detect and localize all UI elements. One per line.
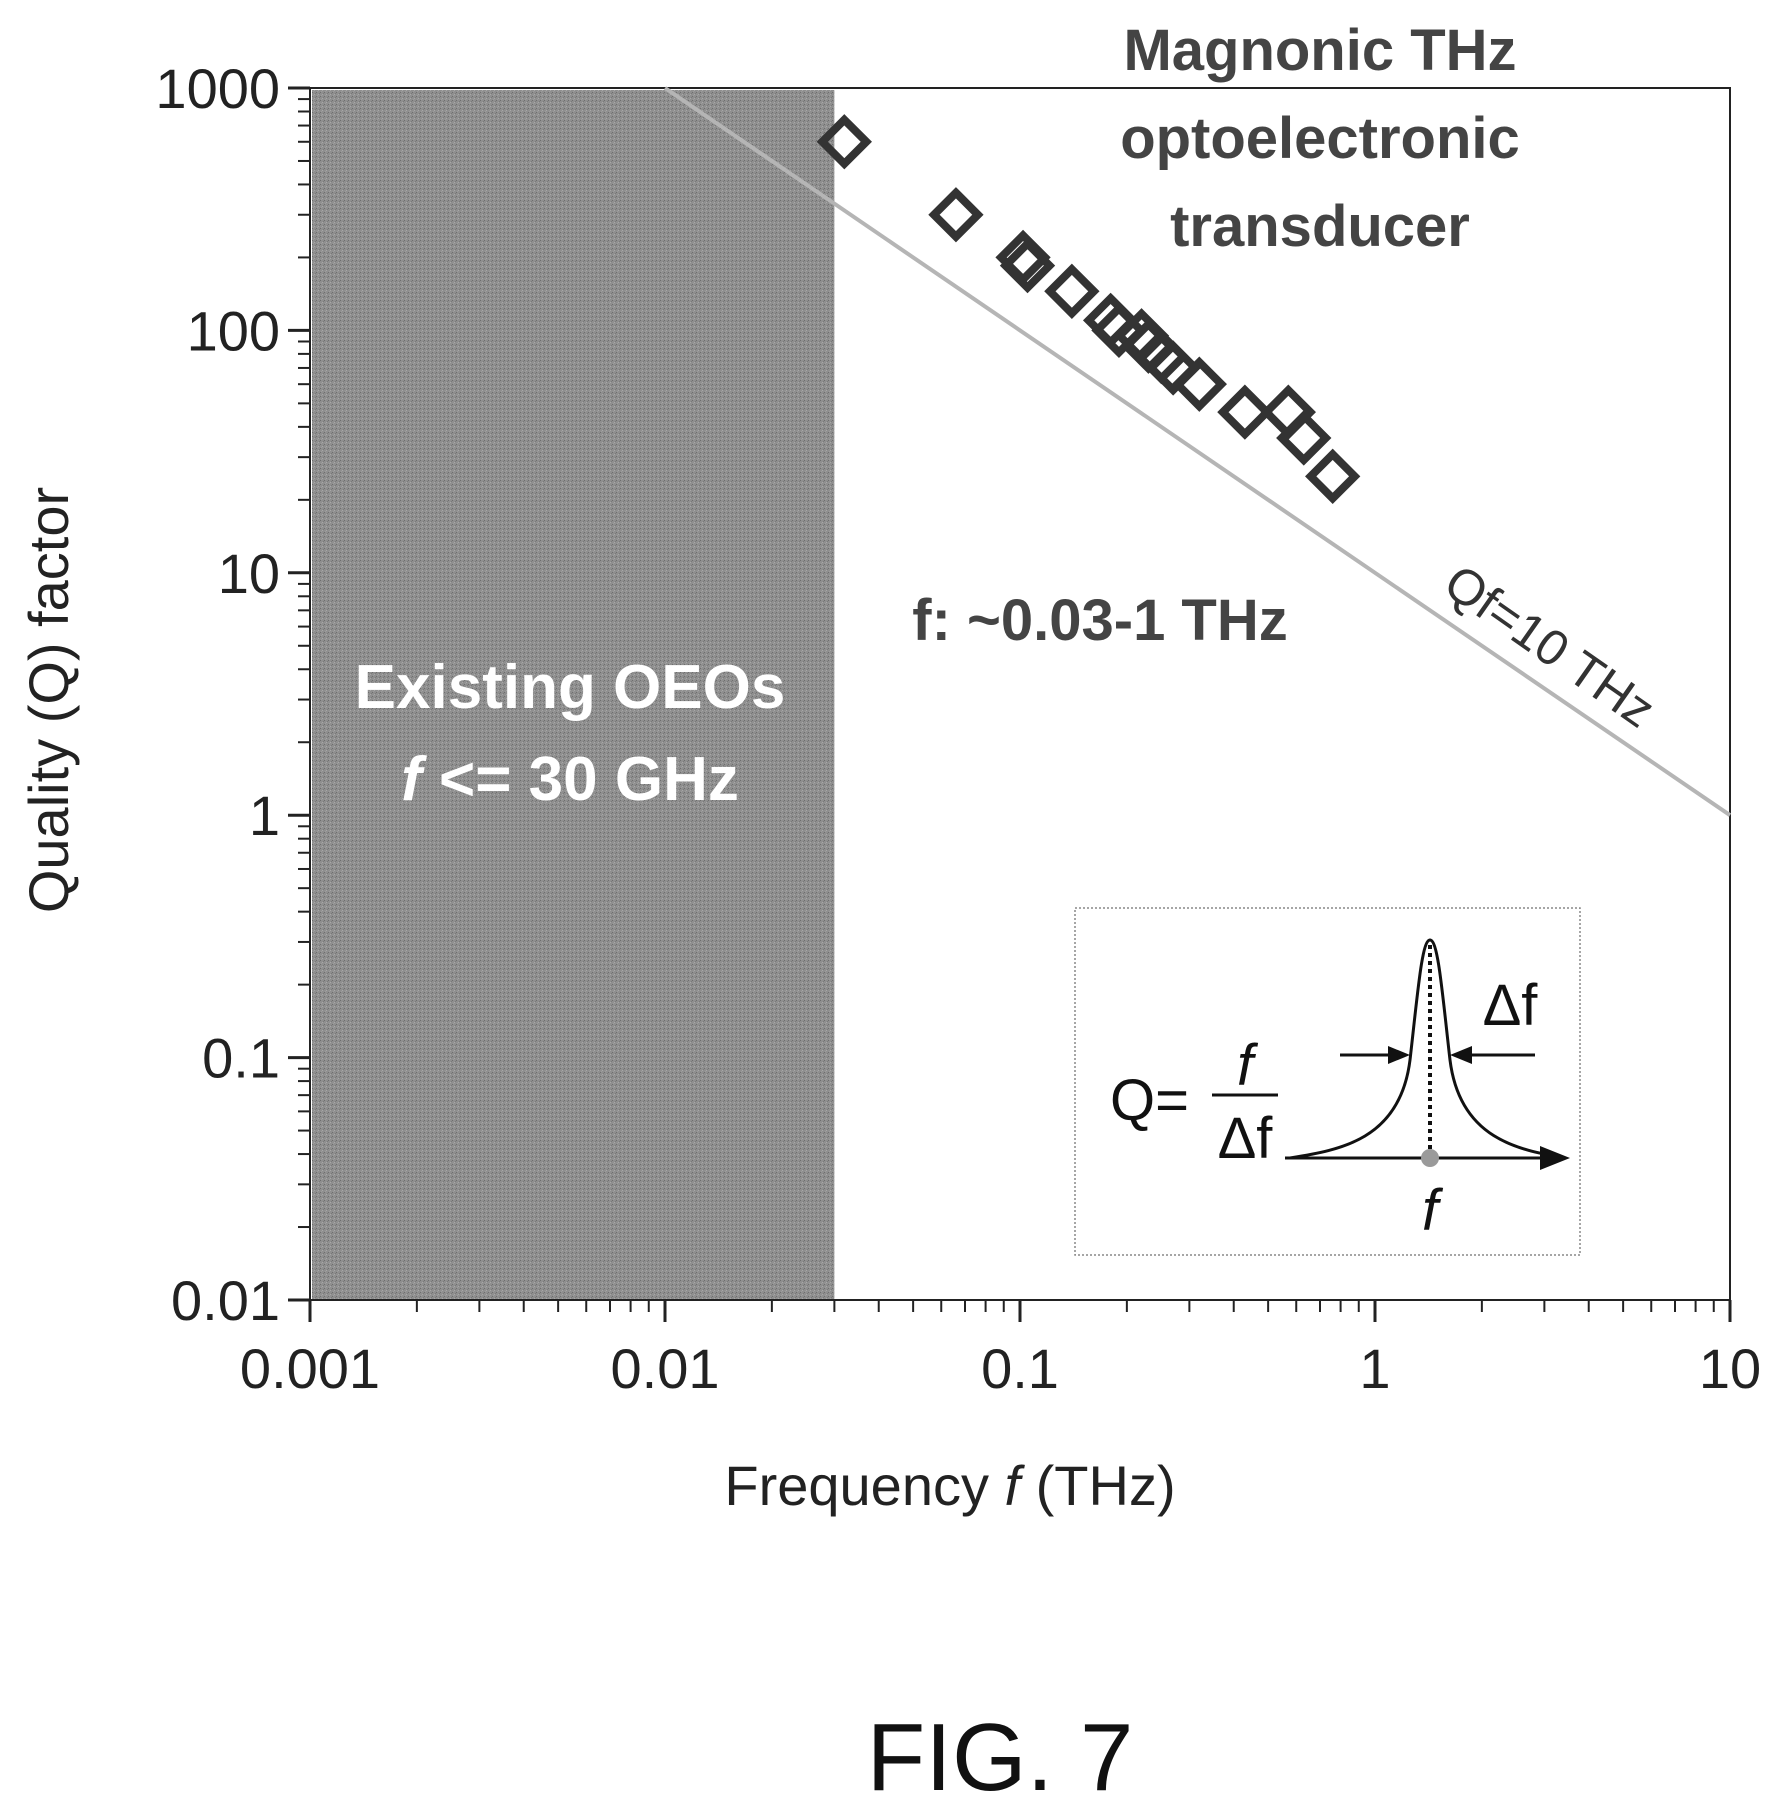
inset-peak-dot: [1421, 1149, 1439, 1167]
x-axis-title: Frequency f (THz): [724, 1454, 1175, 1517]
inset-right-arrowhead: [1450, 1046, 1472, 1064]
annotation-magnonic-line2: optoelectronic: [1120, 106, 1520, 171]
inset-left-arrowhead: [1388, 1046, 1410, 1064]
y-tick-label: 0.1: [202, 1027, 280, 1090]
x-tick-label: 1: [1359, 1337, 1390, 1400]
reference-line-qf-10thz: [663, 86, 1732, 817]
y-tick-label: 1: [249, 784, 280, 847]
data-point: [928, 187, 984, 243]
data-point: [1171, 356, 1227, 412]
x-tick-label: 0.1: [981, 1337, 1059, 1400]
data-point: [1217, 384, 1273, 440]
x-tick-label: 10: [1699, 1337, 1761, 1400]
y-tick-label: 100: [187, 299, 280, 362]
annotation-frequency-range: f: ~0.03-1 THz: [912, 588, 1288, 653]
annotation-existing-oeos: Existing OEOs: [355, 653, 786, 722]
data-point: [1305, 448, 1361, 504]
inset-resonance-curve: [1289, 938, 1566, 1160]
y-tick-labels: 0.01 0.1 1 10 100 1000: [155, 57, 280, 1332]
data-point: [999, 237, 1056, 294]
x-tick-label: 0.001: [240, 1337, 380, 1400]
shaded-region-existing-oeos: [312, 90, 835, 1300]
inset-q-definition: Δf f Q= f Δf: [1074, 907, 1581, 1256]
data-point: [1145, 340, 1201, 396]
inset-delta-f-label: Δf: [1483, 973, 1539, 1038]
x-tick-label: 0.01: [611, 1337, 720, 1400]
inset-box: [1074, 907, 1581, 1256]
data-point: [1044, 263, 1100, 319]
y-tick-label: 10: [218, 542, 280, 605]
data-point: [1276, 410, 1332, 466]
y-tick-label: 1000: [155, 57, 280, 120]
axis-ticks: [288, 86, 1732, 1322]
data-markers: [816, 114, 1361, 504]
inset-q-equals: Q=: [1110, 1068, 1189, 1133]
annotation-magnonic-line3: transducer: [1170, 194, 1470, 259]
inset-fraction-denominator: Δf: [1218, 1106, 1274, 1171]
annotation-existing-oeos-freq: f <= 30 GHz: [401, 745, 739, 814]
y-axis-title: Quality (Q) factor: [17, 487, 80, 913]
y-tick-label: 0.01: [171, 1269, 280, 1332]
x-tick-labels: 0.001 0.01 0.1 1 10: [240, 1337, 1761, 1400]
inset-axis-arrowhead: [1540, 1146, 1570, 1170]
data-point: [816, 114, 872, 170]
figure-label: FIG. 7: [867, 1704, 1134, 1808]
annotation-qf-line: Qf=10 THz: [1434, 554, 1665, 739]
annotation-magnonic-line1: Magnonic THz: [1123, 18, 1516, 83]
